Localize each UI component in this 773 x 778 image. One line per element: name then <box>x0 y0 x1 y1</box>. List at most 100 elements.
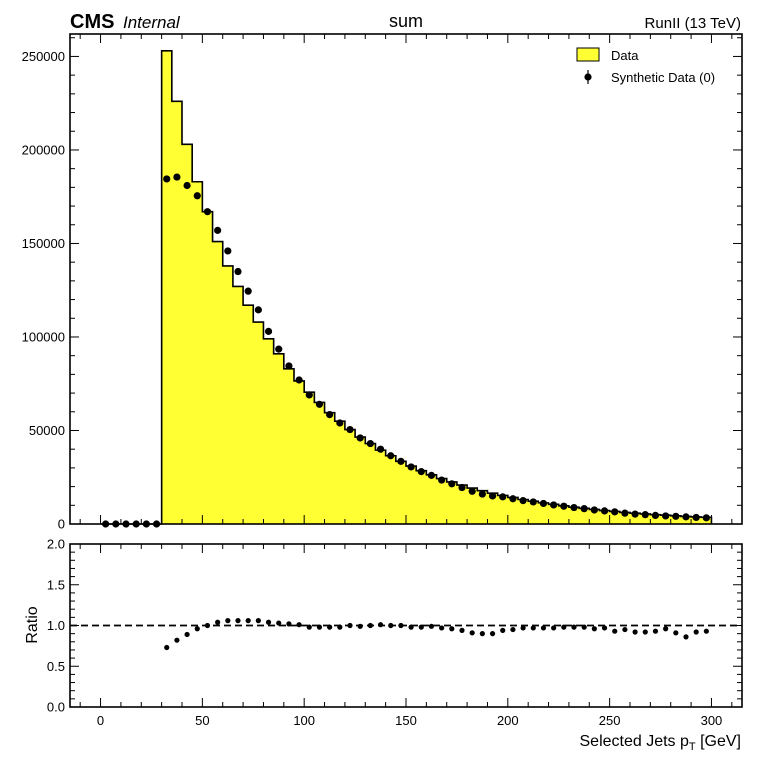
ratio-point <box>591 626 597 632</box>
ratio-point <box>296 622 302 628</box>
synthetic-data-point <box>183 181 191 190</box>
histogram-bar <box>507 497 519 524</box>
histogram-bar <box>619 512 631 524</box>
histogram-bar <box>355 437 366 524</box>
data-histogram <box>100 50 713 525</box>
synthetic-data-point <box>539 499 548 508</box>
histogram-bar <box>538 502 549 524</box>
synthetic-data-point <box>346 425 354 434</box>
x-tick-label: 150 <box>395 713 417 728</box>
synthetic-data-point <box>356 434 364 442</box>
x-axis-label: Selected Jets pT [GeV] <box>580 733 742 753</box>
ratio-point <box>235 618 241 624</box>
histogram-bar <box>161 50 173 524</box>
histogram-bar <box>670 515 682 524</box>
ratio-point <box>428 623 435 629</box>
histogram-bar <box>222 265 234 524</box>
ratio-point <box>489 631 496 637</box>
ratio-point <box>449 626 455 632</box>
y-tick-label: 0.0 <box>47 700 65 715</box>
ratio-point <box>194 626 200 632</box>
ratio-point <box>601 625 608 631</box>
histogram-bar <box>182 144 193 524</box>
histogram-bar <box>314 402 325 524</box>
ratio-point <box>571 624 577 630</box>
synthetic-data-point <box>193 192 201 200</box>
histogram-bar <box>253 322 264 524</box>
synthetic-data-point <box>326 410 334 419</box>
histogram-bar <box>416 470 427 524</box>
histogram-bar <box>579 508 590 524</box>
synthetic-data-point <box>417 468 425 476</box>
histogram-bar <box>202 211 213 525</box>
lumi-label: RunII (13 TeV) <box>645 15 741 32</box>
histogram-bar <box>294 380 305 524</box>
histogram-bar <box>497 495 509 524</box>
histogram-bar <box>650 514 661 524</box>
ratio-point <box>276 620 282 626</box>
x-tick-label: 50 <box>195 713 209 728</box>
x-tick-label: 250 <box>599 713 621 728</box>
ratio-point <box>316 624 323 630</box>
x-tick-label: 0 <box>97 713 104 728</box>
y-tick-label: 1.5 <box>47 577 65 592</box>
synthetic-data-point <box>254 306 262 314</box>
synthetic-data-point <box>600 507 609 515</box>
ratio-point <box>459 627 465 633</box>
histogram-bar <box>548 504 560 524</box>
synthetic-data-point <box>214 226 222 234</box>
histogram-bar <box>232 286 244 524</box>
x-tick-label: 200 <box>497 713 519 728</box>
synthetic-data-point <box>173 173 181 181</box>
histogram-bar <box>375 450 387 524</box>
histogram-bar <box>589 509 600 524</box>
ratio-point <box>540 625 547 631</box>
x-tick-label: 100 <box>293 713 315 728</box>
synthetic-data-point <box>468 487 476 495</box>
synthetic-data-point <box>244 287 252 295</box>
synthetic-data-point <box>305 391 313 399</box>
synthetic-data-point <box>631 510 639 518</box>
ratio-point <box>347 622 353 629</box>
main-plot-axes: 0 50000 100000 150000 200000 250000 <box>22 33 743 532</box>
synthetic-data-point <box>519 497 527 505</box>
histogram-bar <box>528 501 539 524</box>
ratio-points <box>70 618 742 651</box>
y-tick-label: 150000 <box>22 236 65 251</box>
synthetic-data-point <box>580 505 588 513</box>
histogram-bar <box>609 511 621 524</box>
synthetic-data-point <box>376 445 385 453</box>
ratio-point <box>581 624 587 630</box>
histogram-bar <box>263 338 275 524</box>
ratio-point <box>225 618 231 624</box>
ratio-point <box>265 619 272 625</box>
ratio-point <box>510 626 516 633</box>
legend-synthetic-marker <box>584 73 592 81</box>
synthetic-data-point <box>336 419 344 427</box>
ratio-point <box>286 621 292 627</box>
synthetic-data-point <box>427 471 436 479</box>
histogram-bar <box>558 505 570 524</box>
synthetic-data-point <box>275 345 283 353</box>
y-tick-label: 100000 <box>22 329 65 344</box>
synthetic-data-points <box>102 173 710 528</box>
synthetic-data-point <box>285 362 293 370</box>
ratio-point <box>184 631 190 638</box>
ratio-point <box>418 624 424 630</box>
synthetic-data-point <box>570 503 578 512</box>
ratio-point <box>551 625 557 631</box>
histogram-bar <box>518 499 529 524</box>
ratio-point <box>683 634 689 640</box>
synthetic-data-point <box>702 514 710 522</box>
synthetic-data-point <box>692 513 700 522</box>
ratio-point <box>215 619 221 625</box>
synthetic-data-point <box>590 506 598 514</box>
histogram-bar <box>446 481 458 524</box>
synthetic-data-point <box>682 513 690 521</box>
ratio-point <box>164 644 170 651</box>
synthetic-data-point <box>397 457 405 465</box>
ratio-point <box>408 624 414 630</box>
synthetic-data-point <box>234 267 242 276</box>
ratio-axes: 0 50 100 150 200 250 300 0.0 0.5 1.0 1.5 2.0 <box>47 537 743 728</box>
synthetic-data-point <box>672 512 680 520</box>
